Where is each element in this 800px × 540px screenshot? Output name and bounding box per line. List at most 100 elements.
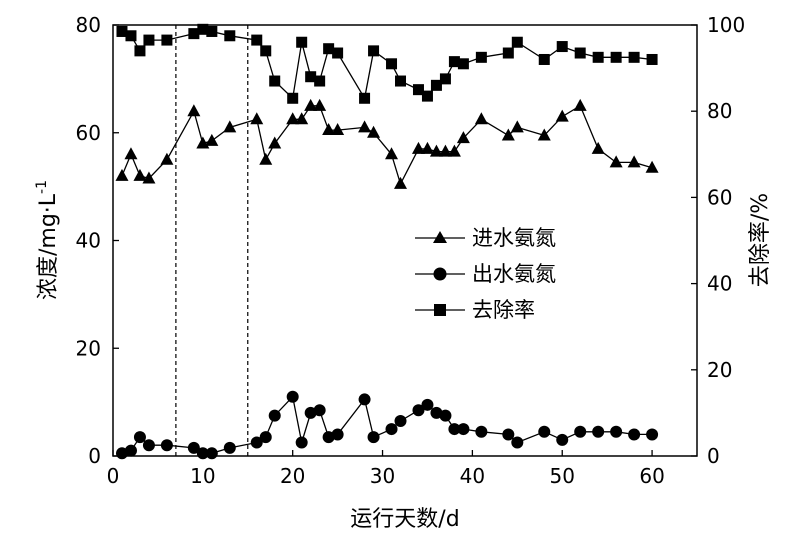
data-point-circle: [187, 441, 200, 454]
data-point-square: [134, 45, 146, 57]
data-point-circle: [259, 431, 272, 444]
data-point-circle: [394, 414, 407, 427]
data-point-circle: [412, 404, 425, 417]
legend: 进水氨氮 出水氨氮 去除率: [415, 226, 556, 322]
data-point-square: [412, 84, 424, 96]
data-point-square: [457, 58, 469, 70]
data-point-circle: [502, 428, 515, 441]
data-point-square: [538, 53, 550, 65]
legend-item-removal-rate: 去除率: [415, 298, 535, 322]
x-tick-label: 20: [280, 464, 305, 488]
x-axis-title: 运行天数/d: [350, 507, 459, 532]
data-point-triangle: [447, 144, 461, 157]
data-point-circle: [331, 428, 344, 441]
data-point-triangle: [627, 155, 641, 168]
data-point-triangle: [420, 141, 434, 154]
data-point-triangle: [645, 160, 659, 173]
data-point-circle: [133, 431, 146, 444]
x-tick-label: 60: [639, 464, 664, 488]
data-point-triangle: [367, 125, 381, 138]
data-point-triangle: [609, 155, 623, 168]
data-point-triangle: [250, 112, 264, 125]
data-point-square: [475, 51, 487, 63]
data-point-triangle: [474, 112, 488, 125]
data-point-square: [323, 43, 335, 55]
data-point-square: [574, 47, 586, 59]
data-point-triangle: [331, 123, 345, 136]
data-point-triangle: [160, 152, 174, 165]
y-axis-right-title: 去除率/%: [748, 193, 773, 287]
data-point-circle: [313, 404, 326, 417]
data-point-triangle: [438, 144, 452, 157]
series-removal-rate: [116, 23, 658, 104]
data-point-square: [305, 71, 317, 83]
data-point-circle: [457, 423, 470, 436]
data-point-circle: [268, 409, 281, 422]
data-point-triangle: [573, 98, 587, 111]
y-left-tick-label: 60: [76, 121, 101, 145]
data-point-square: [296, 36, 308, 48]
data-point-triangle: [259, 152, 273, 165]
legend-triangle-marker: [433, 231, 447, 243]
data-point-square: [368, 45, 380, 57]
plot-frame: [112, 24, 698, 457]
data-point-triangle: [394, 176, 408, 189]
data-point-triangle: [142, 171, 156, 184]
data-point-triangle: [591, 141, 605, 154]
data-point-triangle: [223, 120, 237, 133]
data-point-square: [269, 75, 281, 87]
data-point-square: [430, 79, 442, 91]
legend-circle-marker: [433, 267, 447, 281]
data-point-square: [628, 51, 640, 63]
x-tick-label: 0: [107, 464, 120, 488]
y-left-tick-label: 40: [76, 229, 101, 253]
data-point-circle: [439, 409, 452, 422]
data-point-square: [439, 73, 451, 85]
data-point-circle: [448, 423, 461, 436]
y-right-tick-label: 0: [707, 444, 720, 468]
data-point-triangle: [286, 112, 300, 125]
data-point-square: [251, 34, 263, 46]
y-right-tick-label: 60: [707, 185, 732, 209]
data-point-square: [161, 34, 173, 46]
series-effluent-ammonia: [115, 390, 659, 460]
legend-item-effluent-ammonia: 出水氨氮: [415, 262, 556, 286]
data-point-circle: [205, 447, 218, 460]
data-point-square: [646, 53, 658, 65]
data-point-square: [197, 23, 209, 35]
data-point-triangle: [456, 131, 470, 144]
x-tick-label: 30: [370, 464, 395, 488]
data-point-square: [287, 92, 299, 104]
data-point-circle: [646, 428, 659, 441]
data-point-triangle: [205, 133, 219, 146]
data-point-circle: [286, 390, 299, 403]
data-point-circle: [556, 433, 569, 446]
data-point-triangle: [411, 141, 425, 154]
data-point-square: [395, 75, 407, 87]
data-point-square: [386, 58, 398, 70]
data-point-triangle: [133, 168, 147, 181]
data-point-circle: [475, 425, 488, 438]
data-point-square: [502, 47, 514, 59]
data-point-circle: [538, 425, 551, 438]
data-point-circle: [421, 398, 434, 411]
data-point-circle: [385, 423, 398, 436]
data-point-square: [143, 34, 155, 46]
data-point-circle: [223, 441, 236, 454]
data-point-square: [224, 30, 236, 42]
legend-square-marker: [434, 304, 446, 316]
data-point-square: [206, 25, 218, 37]
data-point-square: [260, 45, 272, 57]
x-tick-label: 40: [460, 464, 485, 488]
data-point-circle: [160, 439, 173, 452]
data-point-square: [125, 30, 137, 42]
data-point-triangle: [510, 120, 524, 133]
data-point-square: [359, 92, 371, 104]
axes-layer: 0 10 20 30 40 50 60 0 20 40 60 80 0 20 40 60 80 100: [76, 13, 746, 488]
data-point-triangle: [429, 144, 443, 157]
data-point-triangle: [385, 147, 399, 160]
y-right-tick-label: 40: [707, 272, 732, 296]
y-left-tick-label: 20: [76, 336, 101, 360]
data-point-square: [116, 25, 128, 37]
